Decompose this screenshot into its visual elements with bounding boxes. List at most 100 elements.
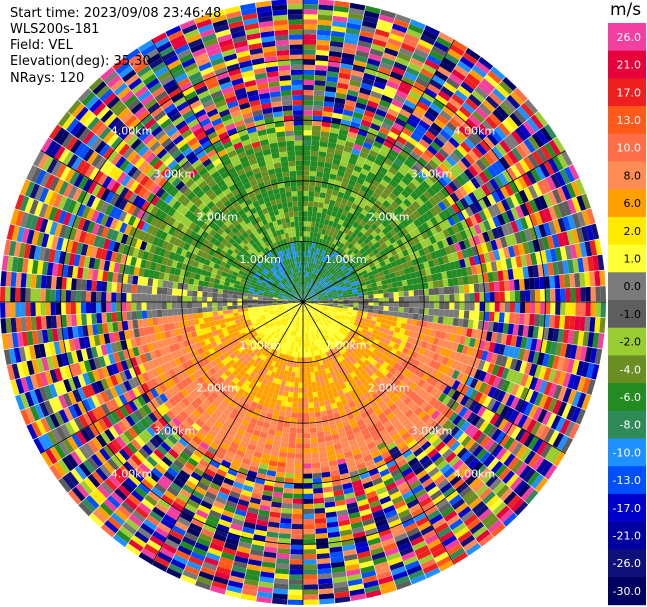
velocity-gate bbox=[360, 82, 373, 91]
velocity-gate bbox=[451, 390, 461, 401]
velocity-gate bbox=[532, 406, 543, 421]
velocity-gate bbox=[409, 382, 418, 391]
velocity-gate bbox=[363, 352, 370, 360]
velocity-gate bbox=[422, 282, 429, 290]
velocity-gate bbox=[561, 150, 573, 167]
velocity-gate bbox=[397, 373, 406, 382]
velocity-gate bbox=[532, 456, 545, 471]
velocity-gate bbox=[274, 430, 283, 437]
velocity-gate bbox=[581, 193, 591, 210]
velocity-gate bbox=[184, 503, 198, 514]
velocity-gate bbox=[303, 281, 306, 287]
velocity-gate bbox=[370, 359, 378, 367]
velocity-gate bbox=[353, 296, 359, 300]
velocity-gate bbox=[369, 445, 379, 455]
velocity-gate bbox=[146, 539, 162, 552]
velocity-gate bbox=[454, 189, 464, 200]
velocity-gate bbox=[246, 349, 254, 356]
velocity-gate bbox=[273, 486, 284, 493]
velocity-gate bbox=[227, 532, 241, 542]
velocity-gate bbox=[408, 330, 416, 338]
velocity-gate bbox=[366, 356, 374, 363]
velocity-gate bbox=[348, 179, 357, 187]
velocity-gate bbox=[356, 313, 363, 318]
velocity-gate bbox=[421, 134, 433, 145]
velocity-gate bbox=[342, 419, 351, 427]
velocity-gate bbox=[386, 153, 397, 163]
velocity-gate bbox=[300, 337, 303, 343]
velocity-gate bbox=[332, 15, 348, 23]
velocity-gate bbox=[413, 295, 420, 302]
velocity-gate bbox=[234, 508, 247, 517]
velocity-gate bbox=[319, 400, 326, 407]
velocity-gate bbox=[408, 307, 414, 314]
velocity-gate bbox=[354, 138, 365, 147]
velocity-gate bbox=[562, 216, 572, 231]
velocity-gate bbox=[529, 289, 536, 302]
velocity-gate bbox=[360, 185, 369, 193]
velocity-gate bbox=[177, 400, 187, 411]
velocity-gate bbox=[590, 363, 600, 380]
velocity-gate bbox=[312, 297, 318, 300]
velocity-gate bbox=[293, 488, 303, 494]
velocity-gate bbox=[313, 196, 320, 203]
velocity-gate bbox=[322, 304, 329, 306]
velocity-gate bbox=[423, 190, 433, 201]
velocity-gate bbox=[519, 465, 532, 480]
velocity-gate bbox=[379, 468, 391, 478]
velocity-gate bbox=[264, 357, 271, 364]
velocity-gate bbox=[396, 113, 409, 123]
velocity-gate bbox=[115, 530, 131, 544]
velocity-gate bbox=[446, 77, 460, 90]
velocity-gate bbox=[472, 319, 479, 330]
velocity-gate bbox=[177, 545, 193, 556]
velocity-gate bbox=[337, 389, 345, 397]
velocity-gate bbox=[238, 362, 246, 370]
velocity-gate bbox=[362, 481, 374, 490]
velocity-gate bbox=[269, 329, 275, 335]
velocity-gate bbox=[331, 335, 337, 342]
velocity-gate bbox=[380, 191, 389, 200]
velocity-gate bbox=[492, 215, 501, 228]
velocity-gate bbox=[86, 456, 99, 471]
velocity-gate bbox=[184, 385, 194, 395]
velocity-gate bbox=[307, 298, 313, 301]
velocity-gate bbox=[311, 257, 315, 263]
velocity-gate bbox=[383, 140, 394, 149]
velocity-gate bbox=[308, 326, 311, 332]
velocity-gate bbox=[370, 265, 377, 272]
velocity-gate bbox=[171, 417, 182, 427]
velocity-gate bbox=[396, 381, 406, 390]
velocity-gate bbox=[261, 378, 269, 386]
velocity-gate bbox=[294, 473, 303, 479]
velocity-gate bbox=[303, 352, 306, 358]
velocity-gate bbox=[311, 341, 315, 347]
velocity-gate bbox=[293, 478, 303, 484]
velocity-gate bbox=[303, 488, 314, 494]
velocity-gate bbox=[312, 273, 316, 279]
velocity-gate bbox=[256, 369, 263, 377]
velocity-gate bbox=[335, 234, 341, 241]
velocity-gate bbox=[577, 257, 585, 273]
velocity-gate bbox=[277, 548, 291, 555]
velocity-gate bbox=[388, 383, 397, 392]
velocity-gate bbox=[395, 338, 403, 345]
velocity-gate bbox=[317, 305, 323, 308]
velocity-gate bbox=[305, 306, 309, 311]
velocity-gate bbox=[260, 566, 276, 574]
velocity-gate bbox=[347, 578, 363, 587]
velocity-gate bbox=[228, 412, 238, 421]
velocity-gate bbox=[402, 285, 409, 292]
velocity-gate bbox=[166, 567, 182, 579]
velocity-gate bbox=[322, 274, 327, 280]
velocity-gate bbox=[420, 355, 428, 364]
velocity-gate bbox=[317, 294, 323, 298]
velocity-gate bbox=[433, 474, 447, 486]
velocity-gate bbox=[326, 235, 332, 242]
velocity-gate bbox=[394, 117, 407, 127]
velocity-gate bbox=[343, 269, 350, 275]
velocity-gate bbox=[275, 471, 286, 478]
velocity-gate bbox=[114, 396, 124, 409]
velocity-gate bbox=[386, 183, 395, 192]
velocity-gate bbox=[419, 240, 428, 249]
